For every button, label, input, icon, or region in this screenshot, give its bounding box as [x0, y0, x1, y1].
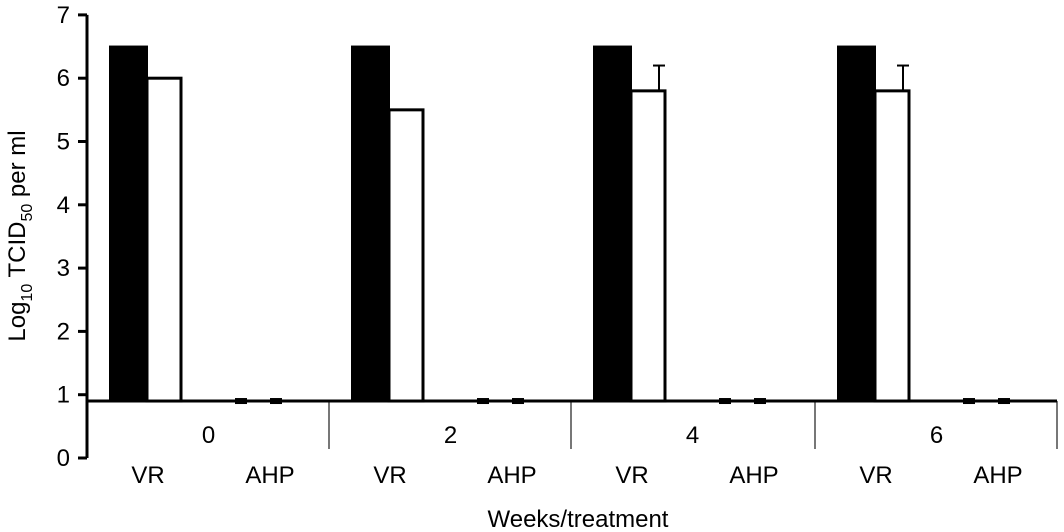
labels-layer: 0 1 2 3 4 5 6 7 0 VR AHP 2 VR AHP 4 VR AHP 6 VR AHP [57, 2, 1023, 489]
y-tick-label: 3 [57, 255, 70, 282]
bar-ahp-series2 [512, 398, 524, 405]
bar-ahp-series1 [963, 398, 975, 405]
y-tick-label: 6 [57, 65, 70, 92]
y-tick-label: 4 [57, 192, 70, 219]
bar-vr-series1 [593, 45, 632, 403]
y-tick-label: 0 [57, 445, 70, 472]
y-tick-label: 7 [57, 2, 70, 29]
bar-ahp-series2 [998, 398, 1010, 405]
y-axis-title-suffix: per ml [4, 130, 31, 203]
y-axis-title: Log10 TCID50 per ml [4, 130, 36, 341]
bar-vr-series2 [145, 76, 183, 403]
bar-ahp-series1 [235, 398, 247, 405]
x-treatment-label: VR [615, 462, 648, 489]
bar-vr-series1 [837, 45, 876, 403]
x-treatment-label: AHP [729, 462, 778, 489]
y-tick-label: 1 [57, 382, 70, 409]
bar-ahp-series1 [719, 398, 731, 405]
x-group-label: 4 [686, 422, 699, 449]
bar-vr-series1 [109, 45, 148, 403]
y-axis-title-middle: TCID [4, 222, 31, 284]
bar-vr-series1 [351, 45, 390, 403]
bar-ahp-series2 [270, 398, 282, 405]
y-axis-title-sub2: 50 [19, 204, 36, 222]
bar-vr-series2 [873, 89, 911, 403]
bar-ahp-series1 [477, 398, 489, 405]
y-tick-label: 2 [57, 318, 70, 345]
bar-ahp-series2 [754, 398, 766, 405]
y-tick-label: 5 [57, 129, 70, 156]
x-treatment-label: VR [859, 462, 892, 489]
x-group-label: 2 [444, 422, 457, 449]
x-axis-title: Weeks/treatment [488, 506, 669, 532]
x-treatment-label: AHP [245, 462, 294, 489]
x-group-label: 0 [202, 422, 215, 449]
x-group-label: 6 [930, 422, 943, 449]
x-treatment-label: VR [131, 462, 164, 489]
bars-layer [109, 45, 1010, 405]
x-treatment-label: AHP [973, 462, 1022, 489]
y-axis-title-sub1: 10 [19, 284, 36, 302]
x-treatment-label: AHP [487, 462, 536, 489]
y-axis-title-prefix: Log [4, 302, 31, 342]
x-treatment-label: VR [373, 462, 406, 489]
bar-vr-series2 [387, 108, 425, 403]
bar-vr-series2 [629, 89, 667, 403]
